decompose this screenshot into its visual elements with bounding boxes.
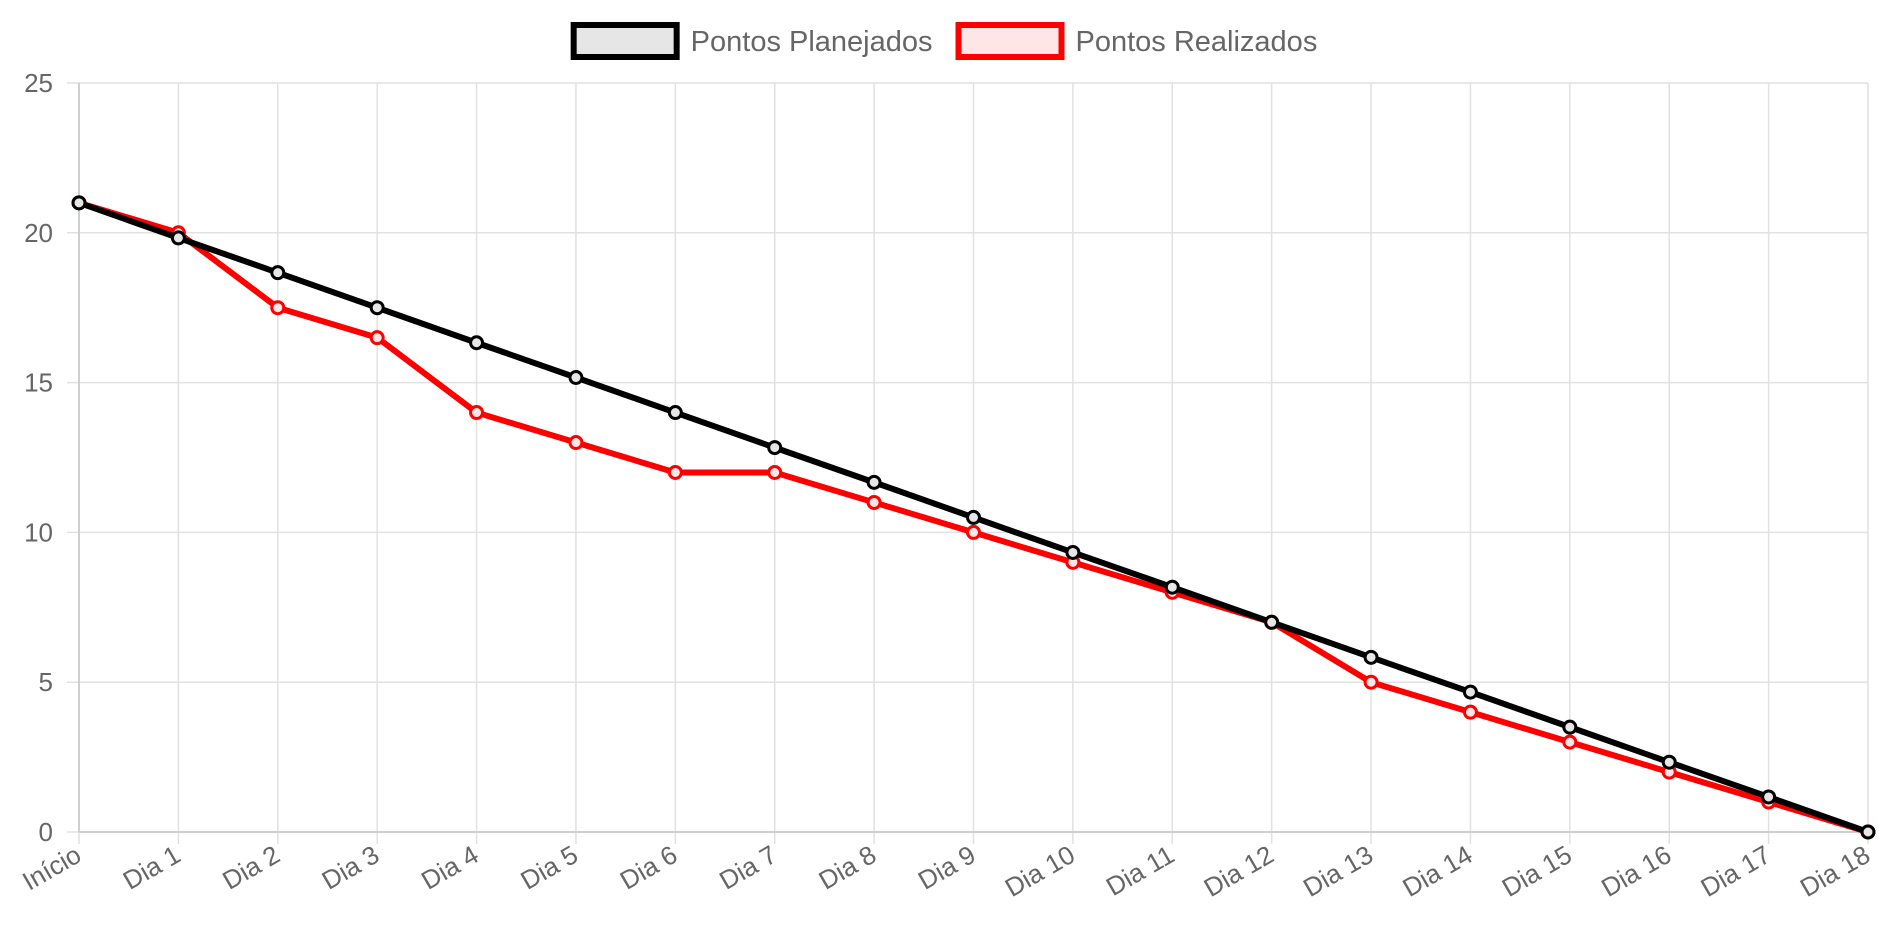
data-point (966, 524, 981, 540)
legend[interactable]: Pontos Planejados Pontos Realizados (570, 22, 1318, 60)
y-tick-label: 10 (24, 517, 53, 547)
x-tick-label: Dia 12 (1199, 839, 1279, 903)
data-point (1462, 704, 1478, 720)
data-point (369, 330, 385, 346)
x-tick-label: Dia 3 (317, 839, 385, 895)
data-point (1761, 789, 1777, 805)
x-tick-label: Dia 5 (515, 839, 583, 895)
data-point (667, 464, 683, 480)
data-point (71, 195, 87, 211)
y-tick-label: 15 (24, 368, 53, 398)
data-point (1363, 674, 1379, 690)
data-point (667, 405, 683, 421)
data-point (767, 440, 783, 456)
x-tick-label: Dia 9 (913, 839, 981, 895)
y-tick-label: 20 (24, 218, 53, 248)
data-point (1562, 734, 1578, 750)
grid (67, 82, 1869, 844)
axes: 0 5 10 15 20 25 Início Dia 1 Dia 2 Dia 3 Dia 4 Dia … (17, 68, 1875, 903)
y-tick-label: 5 (39, 667, 53, 697)
x-tick-label: Dia 15 (1497, 839, 1577, 903)
data-point (1065, 544, 1081, 560)
data-point (767, 464, 783, 480)
data-point (1661, 754, 1677, 770)
series-layer (71, 195, 1876, 840)
data-point (170, 230, 186, 246)
data-point (469, 335, 485, 351)
data-point (469, 405, 485, 421)
legend-swatch (955, 22, 1065, 60)
y-tick-label: 0 (39, 817, 53, 847)
x-tick-label: Dia 11 (1101, 839, 1179, 902)
legend-swatch (570, 22, 680, 60)
x-tick-label: Dia 4 (416, 839, 484, 895)
data-point (866, 494, 882, 510)
x-tick-label: Dia 18 (1795, 839, 1875, 903)
legend-label: Pontos Realizados (1076, 26, 1318, 58)
data-point (966, 509, 981, 525)
y-tick-label: 25 (24, 68, 53, 98)
x-tick-label: Dia 7 (714, 839, 782, 895)
x-tick-label: Dia 8 (814, 839, 882, 895)
x-tick-label: Início (17, 839, 86, 896)
legend-label: Pontos Planejados (691, 26, 933, 58)
legend-item[interactable]: Pontos Planejados (570, 22, 933, 60)
x-tick-label: Dia 10 (1000, 839, 1080, 903)
data-point (270, 265, 286, 281)
series-0 (71, 195, 1876, 840)
x-tick-label: Dia 1 (118, 839, 186, 895)
data-point (1264, 614, 1280, 630)
legend-item[interactable]: Pontos Realizados (955, 22, 1318, 60)
data-point (1860, 824, 1876, 840)
data-point (866, 474, 882, 490)
x-tick-label: Dia 16 (1596, 839, 1676, 903)
data-point (568, 435, 584, 451)
x-tick-label: Dia 13 (1298, 839, 1378, 903)
data-point (568, 370, 584, 386)
data-point (1462, 684, 1478, 700)
x-tick-label: Dia 6 (615, 839, 683, 895)
x-tick-label: Dia 17 (1696, 839, 1776, 903)
data-point (270, 300, 286, 316)
data-point (369, 300, 385, 316)
data-point (1164, 579, 1180, 595)
x-tick-label: Dia 14 (1397, 839, 1477, 903)
data-point (1562, 719, 1578, 735)
data-point (1363, 649, 1379, 665)
x-tick-label: Dia 2 (217, 839, 285, 895)
